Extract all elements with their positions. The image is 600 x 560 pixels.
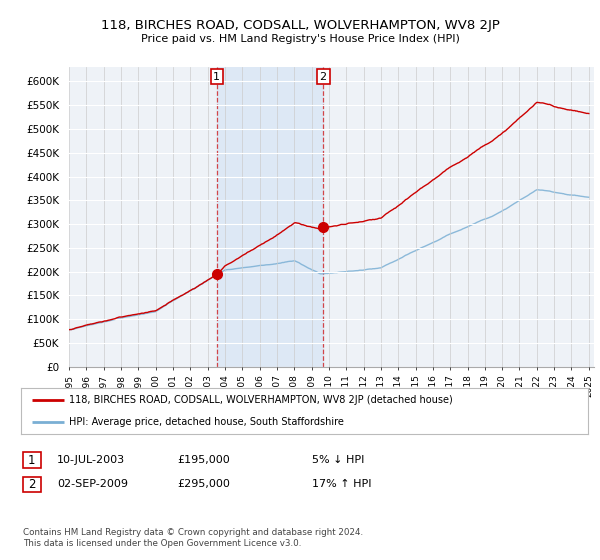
Text: 02-SEP-2009: 02-SEP-2009	[57, 479, 128, 489]
Text: 17% ↑ HPI: 17% ↑ HPI	[312, 479, 371, 489]
Bar	[217, 67, 323, 367]
Text: HPI: Average price, detached house, South Staffordshire: HPI: Average price, detached house, Sout…	[69, 417, 344, 427]
Text: £295,000: £295,000	[177, 479, 230, 489]
Text: 1: 1	[28, 454, 35, 467]
Text: Contains HM Land Registry data © Crown copyright and database right 2024.
This d: Contains HM Land Registry data © Crown c…	[23, 528, 363, 548]
Text: Price paid vs. HM Land Registry's House Price Index (HPI): Price paid vs. HM Land Registry's House …	[140, 34, 460, 44]
Text: 10-JUL-2003: 10-JUL-2003	[57, 455, 125, 465]
Text: 1: 1	[213, 72, 220, 82]
Text: 118, BIRCHES ROAD, CODSALL, WOLVERHAMPTON, WV8 2JP (detached house): 118, BIRCHES ROAD, CODSALL, WOLVERHAMPTO…	[69, 395, 453, 405]
Text: 5% ↓ HPI: 5% ↓ HPI	[312, 455, 364, 465]
Text: 2: 2	[320, 72, 327, 82]
Text: 118, BIRCHES ROAD, CODSALL, WOLVERHAMPTON, WV8 2JP: 118, BIRCHES ROAD, CODSALL, WOLVERHAMPTO…	[101, 18, 499, 32]
Text: 2: 2	[28, 478, 35, 491]
Text: £195,000: £195,000	[177, 455, 230, 465]
